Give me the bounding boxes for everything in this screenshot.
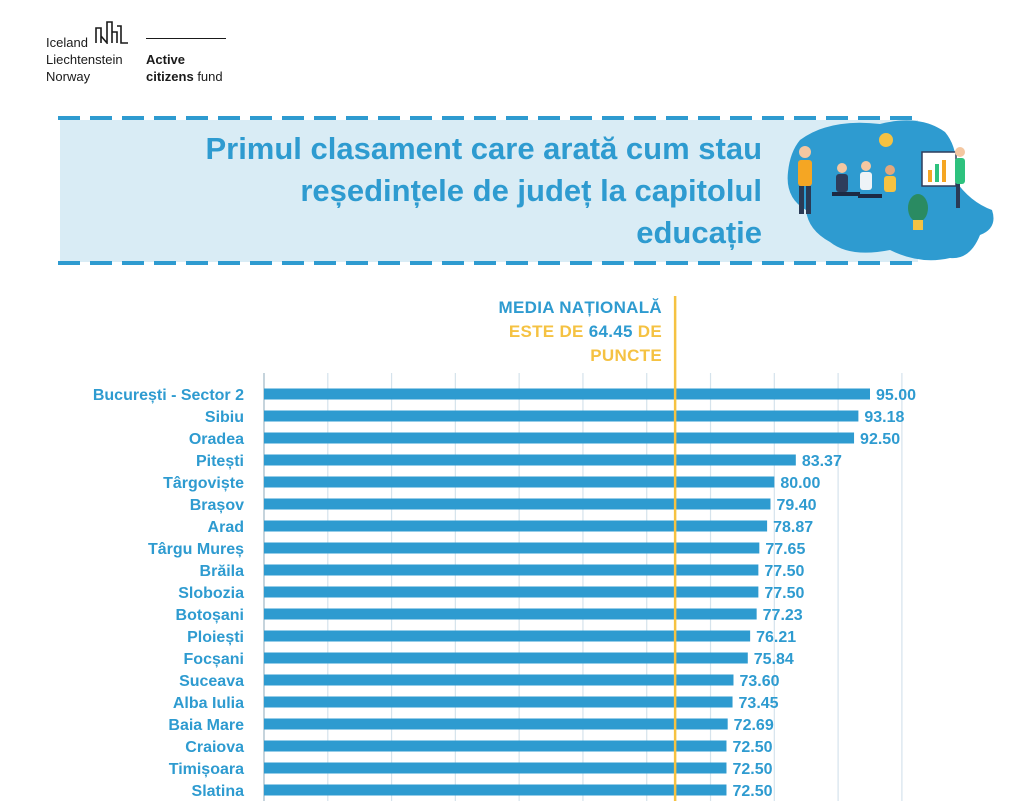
category-label: Slatina	[192, 783, 245, 800]
logo-country-liechtenstein: Liechtenstein	[46, 52, 123, 67]
category-label: Târgoviște	[163, 475, 244, 492]
bar	[264, 696, 733, 708]
logo-fund-line1: Active	[146, 52, 186, 67]
category-label: Baia Mare	[168, 717, 244, 734]
value-label: 83.37	[802, 453, 842, 470]
category-label: Alba Iulia	[173, 695, 244, 712]
category-label: Timișoara	[169, 761, 244, 778]
logo-rule	[146, 38, 226, 39]
national-average-annotation: MEDIA NAȚIONALĂ ESTE DE 64.45 DE PUNCTE	[440, 296, 662, 368]
value-label: 72.50	[732, 739, 772, 756]
bar	[264, 542, 760, 554]
bar	[264, 454, 796, 466]
value-label: 77.50	[764, 585, 804, 602]
value-label: 77.65	[765, 541, 805, 558]
bar	[264, 564, 759, 576]
logo-country-norway: Norway	[46, 69, 91, 84]
title-line-1: Primul clasament care arată cum stau	[205, 131, 762, 166]
bar	[264, 498, 771, 510]
value-label: 72.50	[732, 783, 772, 800]
value-label: 77.23	[763, 607, 803, 624]
title-line-2: reședințele de județ la capitolul	[300, 173, 762, 208]
national-average-line1: MEDIA NAȚIONALĂ	[498, 298, 662, 317]
bar	[264, 410, 859, 422]
value-label: 80.00	[780, 475, 820, 492]
category-label: Arad	[208, 519, 244, 536]
eea-grants-logo: Iceland Liechtenstein Norway Active citi…	[46, 18, 246, 88]
bar	[264, 740, 727, 752]
value-label: 75.84	[754, 651, 794, 668]
page-title: Primul clasament care arată cum stau reș…	[60, 128, 762, 254]
bar	[264, 388, 870, 400]
category-label: Târgu Mureș	[148, 541, 244, 558]
logo-mark-icon	[95, 21, 128, 44]
national-average-line2: ESTE DE 64.45 DE	[440, 320, 662, 344]
title-line-3: educație	[636, 215, 762, 250]
bar	[264, 586, 759, 598]
value-label: 79.40	[776, 497, 816, 514]
value-label: 93.18	[864, 409, 904, 426]
bar	[264, 718, 728, 730]
bar	[264, 520, 768, 532]
value-label: 73.45	[739, 695, 779, 712]
bar	[264, 432, 855, 444]
value-label: 92.50	[860, 431, 900, 448]
logo-countries: Iceland Liechtenstein Norway	[46, 34, 123, 85]
value-label: 72.50	[732, 761, 772, 778]
category-label: București - Sector 2	[93, 387, 244, 404]
logo-country-iceland: Iceland	[46, 35, 88, 50]
category-label: Pitești	[196, 453, 244, 470]
logo-fund-fund: fund	[197, 69, 223, 84]
category-label: Sibiu	[205, 409, 244, 426]
national-average-line3: PUNCTE	[590, 346, 662, 365]
category-label: Suceava	[179, 673, 244, 690]
national-average-prefix: ESTE DE	[508, 322, 584, 341]
bar	[264, 762, 727, 774]
category-label: Brașov	[190, 497, 244, 514]
bar	[264, 608, 757, 620]
logo-fund-name: Active citizens fund	[146, 51, 223, 85]
value-label: 73.60	[739, 673, 779, 690]
category-label: Brăila	[200, 563, 245, 580]
value-label: 76.21	[756, 629, 796, 646]
category-label: Slobozia	[178, 585, 244, 602]
value-label: 72.69	[734, 717, 774, 734]
people-illustration	[798, 133, 965, 230]
national-average-suffix: DE	[637, 322, 662, 341]
bar	[264, 630, 751, 642]
romania-map-illustration	[787, 120, 994, 261]
bar	[264, 784, 727, 796]
bar	[264, 674, 734, 686]
banner-dashed-border-top	[58, 116, 918, 120]
category-label: Focșani	[184, 651, 244, 668]
banner-dashed-border-bottom	[58, 261, 918, 265]
bar	[264, 476, 775, 488]
national-average-value: 64.45	[588, 322, 633, 341]
category-label: Botoșani	[176, 607, 244, 624]
title-banner	[60, 120, 918, 262]
logo-fund-citizens: citizens	[146, 69, 194, 84]
category-label: Oradea	[189, 431, 244, 448]
value-label: 95.00	[876, 387, 916, 404]
category-label: Ploiești	[187, 629, 244, 646]
value-label: 78.87	[773, 519, 813, 536]
bar	[264, 652, 748, 664]
value-label: 77.50	[764, 563, 804, 580]
category-label: Craiova	[185, 739, 244, 756]
